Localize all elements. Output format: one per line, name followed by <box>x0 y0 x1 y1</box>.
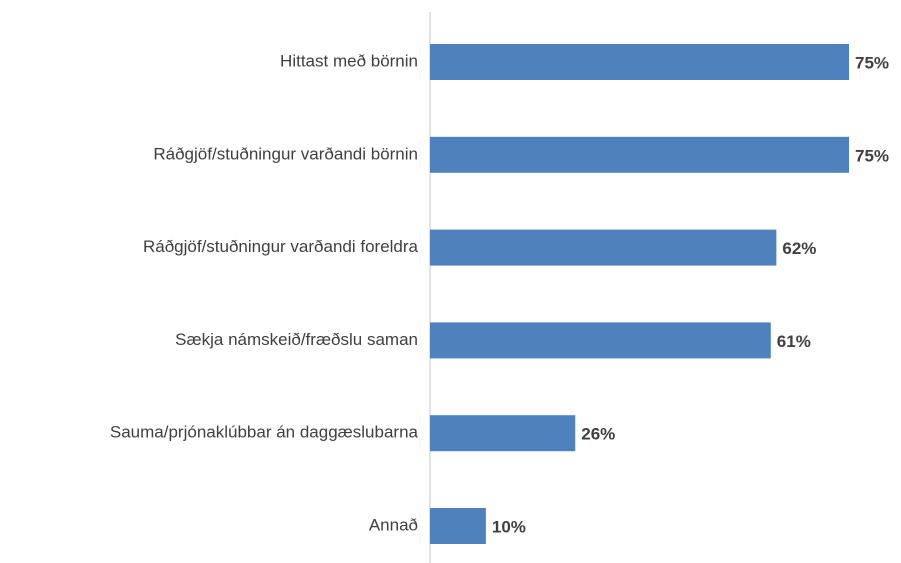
value-label: 75% <box>855 146 889 165</box>
bar <box>430 508 486 544</box>
bar <box>430 136 849 173</box>
bar <box>430 229 777 266</box>
category-label: Ráðgjöf/stuðningur varðandi börnin <box>153 144 418 163</box>
value-label: 10% <box>492 517 526 536</box>
bar <box>430 415 576 452</box>
value-label: 62% <box>782 239 816 258</box>
category-label: Ráðgjöf/stuðningur varðandi foreldra <box>143 237 419 256</box>
category-label: Hittast með börnin <box>280 51 418 70</box>
bar <box>430 44 849 80</box>
bar <box>430 322 771 359</box>
category-label: Sækja námskeið/fræðslu saman <box>175 330 418 349</box>
value-label: 75% <box>855 53 889 72</box>
value-label: 26% <box>581 425 615 444</box>
value-label: 61% <box>777 332 811 351</box>
category-label: Sauma/prjónaklúbbar án daggæslubarna <box>110 423 419 442</box>
category-label: Annað <box>369 515 418 534</box>
